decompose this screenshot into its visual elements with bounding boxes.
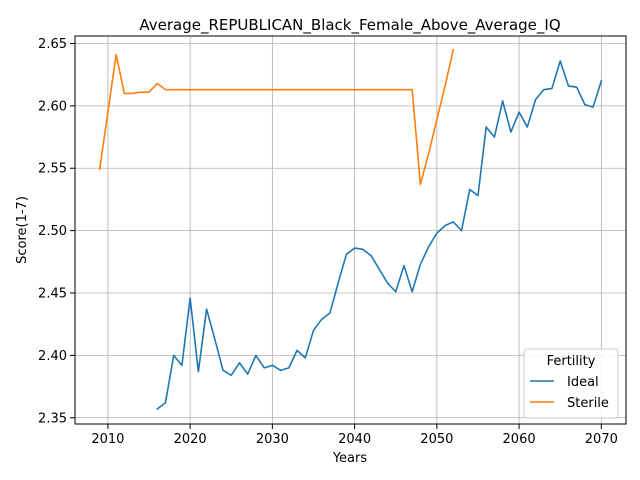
x-tick-label: 2070 <box>585 432 618 447</box>
y-tick-label: 2.50 <box>38 224 67 239</box>
y-tick-label: 2.65 <box>38 37 67 52</box>
legend-title: Fertility <box>547 354 596 369</box>
plot-area-frame <box>74 35 627 425</box>
series-line-sterile <box>98 48 455 186</box>
x-axis-ticks: 2010 2020 2030 2040 2050 2060 2070 <box>91 424 618 447</box>
x-tick-label: 2050 <box>420 432 453 447</box>
chart-title: Average_REPUBLICAN_Black_Female_Above_Av… <box>139 16 560 35</box>
x-tick-label: 2020 <box>174 432 207 447</box>
y-axis-ticks: 2.35 2.40 2.45 2.50 2.55 2.60 2.65 <box>38 37 75 426</box>
series-lines <box>98 48 603 411</box>
y-tick-label: 2.35 <box>38 411 67 426</box>
x-tick-label: 2060 <box>503 432 536 447</box>
y-tick-label: 2.45 <box>38 287 67 302</box>
x-tick-label: 2030 <box>256 432 289 447</box>
y-axis-label: Score(1-7) <box>15 196 30 264</box>
legend-label-ideal: Ideal <box>567 375 599 390</box>
y-tick-label: 2.60 <box>38 99 67 114</box>
legend: Fertility Ideal Sterile <box>523 348 619 419</box>
series-line-ideal <box>156 60 603 411</box>
legend-box <box>523 348 619 419</box>
x-tick-label: 2010 <box>91 432 124 447</box>
x-tick-label: 2040 <box>338 432 371 447</box>
y-tick-label: 2.40 <box>38 349 67 364</box>
y-tick-label: 2.55 <box>38 162 67 177</box>
legend-label-sterile: Sterile <box>567 396 609 411</box>
x-axis-label: Years <box>332 451 368 466</box>
grid <box>75 36 626 424</box>
